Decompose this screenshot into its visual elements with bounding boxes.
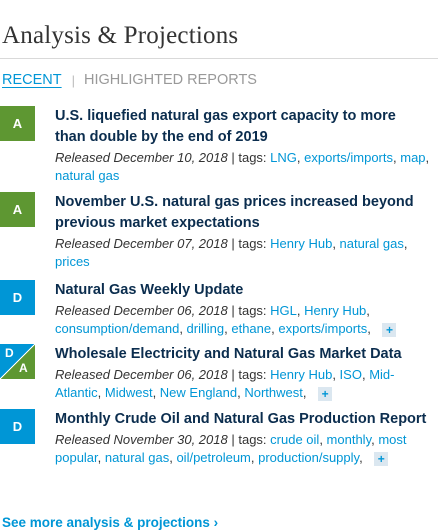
release-date: Released December 10, 2018	[55, 150, 228, 165]
tag-link[interactable]: Henry Hub	[270, 236, 333, 251]
badge-letter: A	[12, 202, 23, 217]
tag-link[interactable]: drilling	[186, 321, 225, 336]
tag-link[interactable]: Mid-Atlantic	[55, 367, 395, 400]
tag-link[interactable]: prices	[55, 254, 90, 269]
tag-link[interactable]: exports/imports	[278, 321, 368, 336]
badge-letter: D	[12, 290, 23, 305]
tab-highlighted-reports[interactable]: HIGHLIGHTED REPORTS	[84, 72, 257, 88]
tags-label: | tags:	[231, 236, 267, 251]
release-date: Released December 06, 2018	[55, 303, 228, 318]
item-title-link[interactable]: Natural Gas Weekly Update	[55, 282, 244, 298]
tag-link[interactable]: consumption/demand	[55, 321, 180, 336]
tab-recent[interactable]: RECENT	[2, 72, 62, 88]
more-tags-button[interactable]: +	[382, 322, 397, 337]
tags-label: | tags:	[231, 150, 267, 165]
item-content: November U.S. natural gas prices increas…	[55, 192, 430, 271]
data-badge: D	[0, 409, 35, 444]
tag-link[interactable]: monthly	[326, 432, 372, 447]
item-title-link[interactable]: November U.S. natural gas prices increas…	[55, 194, 414, 231]
item-content: Wholesale Electricity and Natural Gas Ma…	[55, 344, 430, 402]
analysis-badge: A	[0, 106, 35, 141]
item-title-link[interactable]: U.S. liquefied natural gas export capaci…	[55, 108, 396, 145]
tag-link[interactable]: natural gas	[104, 450, 170, 465]
more-tags-button[interactable]: +	[374, 451, 389, 466]
more-tags-button[interactable]: +	[318, 386, 333, 401]
tag-link[interactable]: Midwest	[104, 385, 153, 400]
tab-separator: |	[71, 72, 76, 88]
tags-label: | tags:	[231, 432, 267, 447]
badge-letter-bottom: A	[19, 361, 28, 375]
tag-link[interactable]: ethane	[231, 321, 272, 336]
tags-label: | tags:	[231, 303, 267, 318]
tag-link[interactable]: HGL	[270, 303, 297, 318]
badge-letter: D	[12, 419, 23, 434]
item-content: Monthly Crude Oil and Natural Gas Produc…	[55, 409, 430, 467]
item-title-link[interactable]: Wholesale Electricity and Natural Gas Ma…	[55, 346, 402, 362]
tag-link[interactable]: ISO	[339, 367, 362, 382]
analysis-badge: A	[0, 192, 35, 227]
item-meta: Released December 06, 2018 | tags: Henry…	[55, 367, 395, 401]
item-meta: Released December 07, 2018 | tags: Henry…	[55, 236, 408, 269]
tag-link[interactable]: exports/imports	[304, 150, 394, 165]
tags-label: | tags:	[231, 367, 267, 382]
data-badge: D	[0, 280, 35, 315]
tag-link[interactable]: natural gas	[55, 168, 120, 183]
tag-link[interactable]: most popular	[55, 432, 407, 465]
tag-link[interactable]: Henry Hub	[304, 303, 367, 318]
tag-link[interactable]: Henry Hub	[270, 367, 333, 382]
title-divider	[0, 58, 438, 59]
release-date: Released December 06, 2018	[55, 367, 228, 382]
tag-link[interactable]: production/supply	[258, 450, 360, 465]
tag-link[interactable]: map	[400, 150, 426, 165]
tag-link[interactable]: New England	[159, 385, 238, 400]
data-analysis-badge: D A	[0, 344, 35, 379]
item-content: U.S. liquefied natural gas export capaci…	[55, 106, 430, 185]
badge-letter: A	[12, 116, 23, 131]
page-title: Analysis & Projections	[2, 22, 239, 49]
item-meta: Released December 10, 2018 | tags: LNG, …	[55, 150, 430, 183]
release-date: Released December 07, 2018	[55, 236, 228, 251]
tag-link[interactable]: natural gas	[339, 236, 404, 251]
item-meta: Released December 06, 2018 | tags: HGL, …	[55, 302, 430, 338]
tag-link[interactable]: oil/petroleum	[176, 450, 251, 465]
tag-link[interactable]: Northwest	[244, 385, 303, 400]
item-meta: Released November 30, 2018 | tags: crude…	[55, 432, 407, 466]
tag-link[interactable]: crude oil	[270, 432, 320, 447]
release-date: Released November 30, 2018	[55, 432, 228, 447]
item-title-link[interactable]: Monthly Crude Oil and Natural Gas Produc…	[55, 411, 427, 427]
see-more-link[interactable]: See more analysis & projections ›	[2, 515, 219, 530]
badge-letter-top: D	[5, 346, 14, 360]
tab-bar: RECENT | HIGHLIGHTED REPORTS	[2, 72, 257, 88]
item-content: Natural Gas Weekly Update Released Decem…	[55, 280, 430, 338]
tag-link[interactable]: LNG	[270, 150, 297, 165]
